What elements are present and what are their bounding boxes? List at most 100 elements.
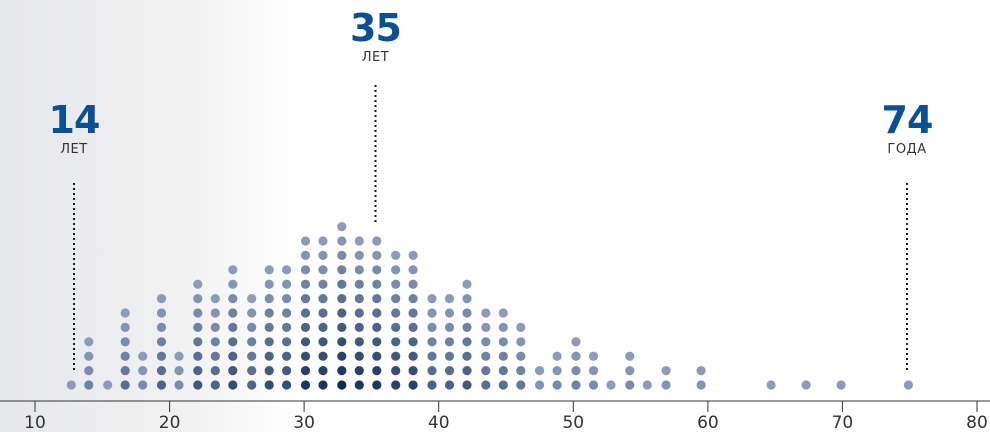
data-dot xyxy=(391,337,401,347)
data-dot xyxy=(535,380,545,390)
data-dot xyxy=(264,279,274,289)
data-dot xyxy=(372,236,382,246)
data-dot xyxy=(120,337,130,347)
data-dot xyxy=(462,279,472,289)
data-dot xyxy=(516,337,526,347)
data-dot xyxy=(84,351,94,361)
data-dot xyxy=(498,351,508,361)
data-dot xyxy=(391,380,401,390)
data-dot xyxy=(408,380,418,390)
data-dot xyxy=(372,250,382,260)
data-dot xyxy=(282,380,292,390)
data-dot xyxy=(462,322,472,332)
data-dot xyxy=(337,308,347,318)
data-dot xyxy=(318,236,328,246)
data-dot xyxy=(193,322,203,332)
data-dot xyxy=(391,308,401,318)
data-dot xyxy=(138,380,148,390)
data-dot xyxy=(372,380,382,390)
annotation-max-value: 74 xyxy=(881,98,934,142)
data-dot xyxy=(282,337,292,347)
data-dot xyxy=(427,351,437,361)
data-dot xyxy=(535,366,545,376)
data-dot xyxy=(318,294,328,304)
data-dot xyxy=(391,366,401,376)
data-dot xyxy=(391,265,401,275)
data-dot xyxy=(300,337,311,347)
data-dot xyxy=(156,308,167,318)
data-dot xyxy=(481,380,491,390)
x-axis: 10 20 30 40 50 60 70 80 xyxy=(0,400,990,432)
data-dot xyxy=(174,351,184,361)
x-tick-label: 20 xyxy=(159,413,181,432)
data-dot xyxy=(300,322,311,332)
data-dot xyxy=(264,366,274,376)
data-dot xyxy=(498,380,508,390)
data-dot xyxy=(337,250,347,260)
x-tick-label: 80 xyxy=(966,413,988,432)
data-dot xyxy=(120,322,130,332)
data-dot xyxy=(444,322,455,332)
data-dot xyxy=(193,337,203,347)
data-dot xyxy=(337,294,347,304)
data-dot xyxy=(318,351,328,361)
data-dot xyxy=(481,351,491,361)
data-dot xyxy=(571,337,581,347)
data-dot xyxy=(354,265,364,275)
data-dot xyxy=(391,294,401,304)
data-dot xyxy=(193,279,203,289)
data-dot xyxy=(337,337,347,347)
data-dot xyxy=(247,366,257,376)
data-dot xyxy=(193,380,203,390)
data-dot xyxy=(282,308,292,318)
data-dot xyxy=(444,380,455,390)
data-dot xyxy=(516,380,526,390)
data-dot xyxy=(588,380,599,390)
data-dot xyxy=(300,308,311,318)
data-dot xyxy=(354,308,364,318)
data-dot xyxy=(354,337,364,347)
data-dot xyxy=(318,250,328,260)
data-dot xyxy=(228,366,238,376)
data-dot xyxy=(120,308,130,318)
data-dot xyxy=(300,294,311,304)
data-dot xyxy=(174,380,184,390)
data-dot xyxy=(120,380,130,390)
data-dot xyxy=(408,351,418,361)
annotation-median-age: 35 ЛЕТ xyxy=(316,8,436,66)
data-dot xyxy=(462,366,472,376)
data-dot xyxy=(391,322,401,332)
data-dot xyxy=(300,279,311,289)
data-dot xyxy=(282,265,292,275)
data-dot xyxy=(661,380,671,390)
data-dot xyxy=(427,294,437,304)
data-dot xyxy=(300,351,311,361)
data-dot xyxy=(354,236,364,246)
data-dot xyxy=(642,380,652,390)
data-dot xyxy=(481,337,491,347)
data-dot xyxy=(408,337,418,347)
data-dot xyxy=(337,366,347,376)
data-dot xyxy=(661,366,671,376)
data-dot xyxy=(462,351,472,361)
data-dot xyxy=(571,351,581,361)
data-dot xyxy=(264,294,274,304)
data-dot xyxy=(588,351,599,361)
data-dot xyxy=(210,380,220,390)
data-dot xyxy=(498,322,508,332)
data-dot xyxy=(391,279,401,289)
data-dot xyxy=(300,366,311,376)
data-dot xyxy=(903,380,914,390)
data-dot xyxy=(264,265,274,275)
data-dot xyxy=(408,265,418,275)
x-tick-label: 10 xyxy=(24,413,46,432)
data-dot xyxy=(138,351,148,361)
data-dot xyxy=(103,380,113,390)
data-dot xyxy=(354,351,364,361)
data-dot xyxy=(552,366,562,376)
data-dot xyxy=(300,250,311,260)
data-dot xyxy=(84,337,94,347)
data-dot xyxy=(588,366,599,376)
data-dot xyxy=(625,366,635,376)
data-dot xyxy=(300,265,311,275)
